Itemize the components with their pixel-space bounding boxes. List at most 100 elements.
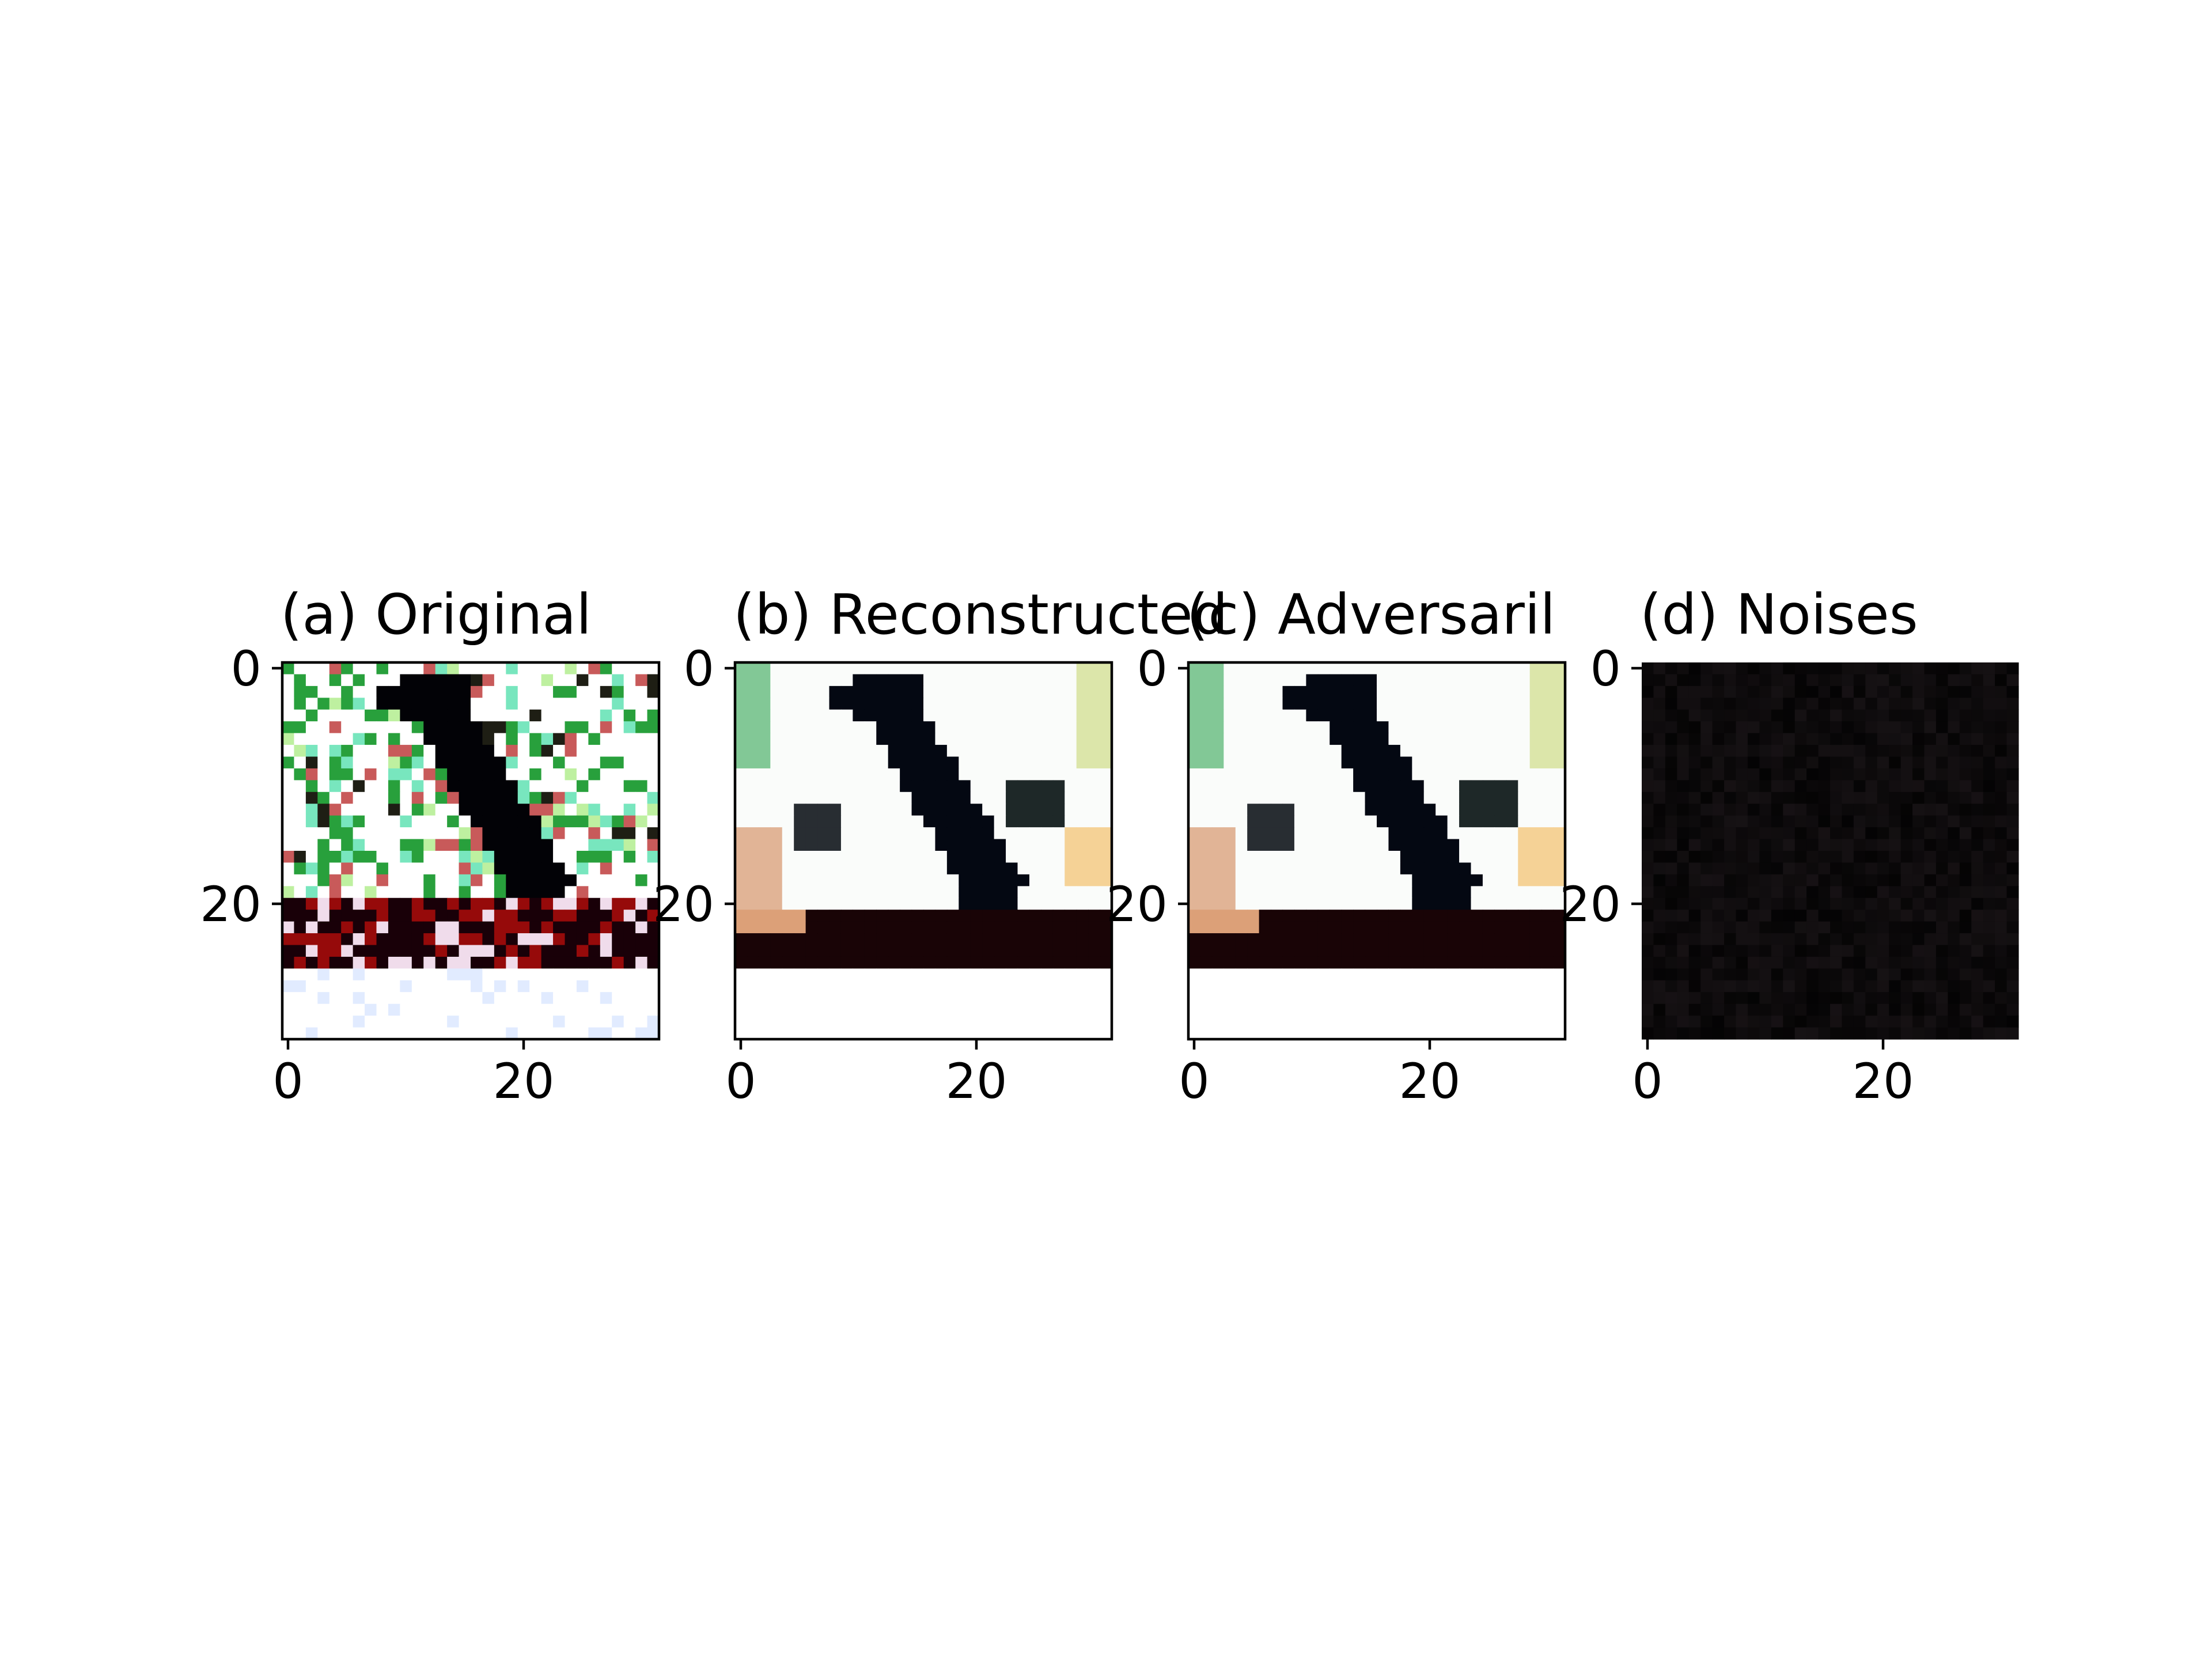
pixel-cell <box>794 886 806 899</box>
pixel-cell <box>1088 827 1101 840</box>
pixel-cell <box>1553 698 1566 710</box>
pixel-cell <box>1959 1003 1972 1016</box>
pixel-cell <box>1447 745 1460 757</box>
pixel-cell <box>1200 839 1213 851</box>
pixel-cell <box>1541 956 1554 969</box>
pixel-cell <box>758 992 771 1005</box>
pixel-cell <box>459 721 471 734</box>
pixel-cell <box>1806 851 1819 863</box>
pixel-cell <box>1688 886 1701 899</box>
pixel-cell <box>1052 980 1065 993</box>
pixel-cell <box>1317 886 1330 899</box>
pixel-cell <box>317 768 330 781</box>
pixel-cell <box>647 956 660 969</box>
pixel-cell <box>517 768 530 781</box>
pixel-cell <box>1971 874 1984 887</box>
pixel-cell <box>1995 886 2008 899</box>
pixel-cell <box>1959 662 1972 675</box>
pixel-cell <box>1400 698 1412 710</box>
pixel-cell <box>1759 874 1772 887</box>
pixel-cell <box>1494 662 1507 675</box>
pixel-cell <box>1724 921 1737 934</box>
pixel-cell <box>1247 745 1260 757</box>
pixel-cell <box>282 698 295 710</box>
pixel-cell <box>1747 815 1760 828</box>
pixel-cell <box>317 886 330 899</box>
pixel-cell <box>576 921 589 934</box>
pixel-cell <box>1377 1003 1389 1016</box>
pixel-cell <box>1983 733 1995 745</box>
pixel-cell <box>1017 685 1030 698</box>
pixel-cell <box>1712 886 1725 899</box>
pixel-cell <box>1712 992 1725 1005</box>
pixel-cell <box>400 874 412 887</box>
pixel-cell <box>1948 980 1960 993</box>
pixel-cell <box>982 768 995 781</box>
pixel-cell <box>1459 791 1472 804</box>
pixel-cell <box>329 956 342 969</box>
pixel-cell <box>1865 980 1878 993</box>
pixel-cell <box>600 956 612 969</box>
pixel-cell <box>282 933 295 946</box>
pixel-cell <box>1423 674 1436 687</box>
pixel-cell <box>959 674 971 687</box>
pixel-cell <box>482 791 495 804</box>
pixel-cell <box>482 768 495 781</box>
pixel-cell <box>1200 945 1213 957</box>
pixel-cell <box>623 1027 636 1040</box>
pixel-cell <box>400 839 412 851</box>
pixel-cell <box>506 1027 518 1040</box>
pixel-cell <box>1700 886 1713 899</box>
pixel-cell <box>506 897 518 910</box>
pixel-cell <box>829 745 842 757</box>
pixel-cell <box>770 685 783 698</box>
pixel-cell <box>1983 933 1995 946</box>
pixel-cell <box>1642 745 1654 757</box>
pixel-cell <box>353 1027 365 1040</box>
pixel-cell <box>1029 910 1041 922</box>
pixel-cell <box>1294 945 1306 957</box>
pixel-cell <box>946 685 959 698</box>
pixel-cell <box>1924 698 1937 710</box>
pixel-cell <box>1995 945 2008 957</box>
pixel-cell <box>541 992 554 1005</box>
pixel-cell <box>817 933 830 946</box>
pixel-cell <box>770 968 783 981</box>
pixel-cell <box>635 698 648 710</box>
pixel-cell <box>840 721 853 734</box>
pixel-cell <box>970 839 983 851</box>
pixel-cell <box>1482 886 1495 899</box>
pixel-cell <box>1948 804 1960 816</box>
pixel-cell <box>982 804 995 816</box>
pixel-cell <box>1830 921 1843 934</box>
pixel-cell <box>1400 721 1412 734</box>
pixel-cell <box>1365 733 1377 745</box>
pixel-cell <box>553 674 566 687</box>
pixel-cell <box>623 733 636 745</box>
pixel-cell <box>1995 756 2008 769</box>
pixel-cell <box>1912 804 1925 816</box>
pixel-cell <box>900 815 912 828</box>
pixel-cell <box>541 945 554 957</box>
x-tick-label: 20 <box>946 1053 1007 1109</box>
pixel-cell <box>1306 945 1319 957</box>
pixel-cell <box>1282 992 1295 1005</box>
pixel-cell <box>294 733 306 745</box>
pixel-cell <box>494 733 506 745</box>
pixel-cell <box>911 662 924 675</box>
pixel-cell <box>329 921 342 934</box>
pixel-cell <box>482 1003 495 1016</box>
pixel-cell <box>1653 933 1666 946</box>
pixel-cell <box>1794 968 1807 981</box>
pixel-cell <box>1247 862 1260 875</box>
pixel-cell <box>305 791 318 804</box>
pixel-cell <box>1353 839 1366 851</box>
pixel-cell <box>1712 968 1725 981</box>
pixel-cell <box>517 851 530 863</box>
pixel-cell <box>1029 674 1041 687</box>
pixel-cell <box>1995 768 2008 781</box>
pixel-cell <box>1948 956 1960 969</box>
pixel-cell <box>1877 1016 1889 1028</box>
pixel-cell <box>1877 756 1889 769</box>
pixel-cell <box>400 709 412 722</box>
